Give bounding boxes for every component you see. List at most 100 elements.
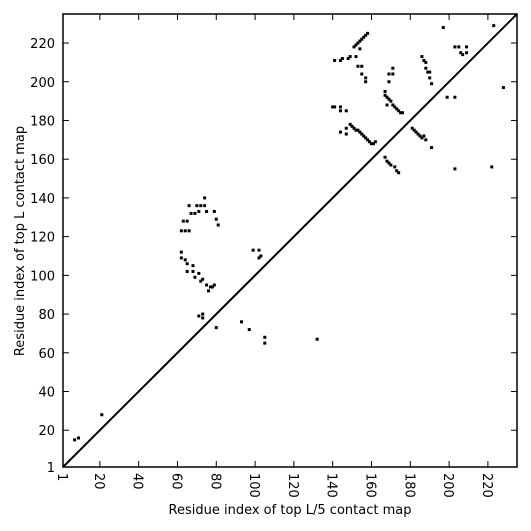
x-tick-label: 100	[246, 473, 261, 498]
contact-point	[193, 211, 197, 215]
contact-point	[344, 109, 348, 113]
contact-point	[364, 76, 368, 80]
y-tick-label: 120	[30, 231, 55, 246]
contact-point	[191, 264, 195, 268]
contact-point	[393, 165, 397, 169]
x-tick-label: 40	[130, 473, 145, 490]
contact-point	[263, 335, 267, 339]
contact-point	[212, 209, 216, 213]
contact-point	[368, 140, 372, 144]
contact-point	[352, 45, 356, 49]
contact-point	[387, 72, 391, 76]
y-tick-label: 160	[30, 153, 55, 168]
contact-point	[383, 89, 387, 93]
y-tick-label: 140	[30, 192, 55, 207]
contact-point	[490, 165, 494, 169]
x-tick-label: 1	[54, 473, 69, 481]
x-tick-label: 120	[285, 473, 300, 498]
contact-point	[430, 82, 434, 86]
contact-point	[201, 277, 205, 281]
contact-point	[412, 128, 416, 132]
contact-point	[360, 64, 364, 68]
contact-point	[418, 134, 422, 138]
contact-point	[340, 57, 344, 61]
contact-point	[424, 66, 428, 70]
y-tick-label: 200	[30, 76, 55, 91]
contact-point	[356, 128, 360, 132]
contact-point	[393, 105, 397, 109]
contact-point	[426, 70, 430, 74]
contact-point	[212, 283, 216, 287]
contact-point	[461, 53, 465, 57]
contact-point	[191, 269, 195, 273]
contact-point	[371, 142, 375, 146]
contact-point	[73, 438, 77, 442]
contact-point	[251, 248, 255, 252]
contact-point	[205, 283, 209, 287]
contact-point	[344, 132, 348, 136]
contact-point	[387, 161, 391, 165]
contact-point	[414, 130, 418, 134]
contact-point	[205, 209, 209, 213]
contact-point	[369, 142, 373, 146]
contact-point	[364, 33, 368, 37]
contact-point	[422, 134, 426, 138]
contact-point	[195, 204, 199, 208]
contact-point	[185, 262, 189, 266]
contact-point	[214, 326, 218, 330]
contact-point	[385, 159, 389, 163]
y-axis-label: Residue index of top L contact map	[13, 126, 28, 356]
x-tick-label: 160	[362, 473, 377, 498]
contact-point	[387, 80, 391, 84]
contact-point	[179, 256, 183, 260]
x-tick-label: 80	[207, 473, 222, 490]
contact-point	[391, 103, 395, 107]
contact-point	[385, 95, 389, 99]
contact-point	[338, 105, 342, 109]
x-tick-label: 140	[324, 473, 339, 498]
contact-point	[208, 285, 212, 289]
contact-point	[453, 45, 457, 49]
x-axis-label: Residue index of top L/5 contact map	[169, 503, 412, 518]
diagonal-line	[62, 13, 518, 468]
contact-point	[187, 229, 191, 233]
contact-point	[348, 122, 352, 126]
contact-point	[385, 103, 389, 107]
contact-point	[453, 95, 457, 99]
contact-point	[354, 43, 358, 47]
contact-point	[346, 57, 350, 61]
contact-point	[333, 105, 337, 109]
contact-point	[389, 163, 393, 167]
contact-point	[362, 35, 366, 39]
contact-point	[179, 250, 183, 254]
contact-point	[185, 219, 189, 223]
contact-point	[331, 105, 335, 109]
contact-point	[457, 45, 461, 49]
contact-point	[333, 58, 337, 62]
y-tick-label: 20	[38, 424, 55, 439]
contact-point	[492, 24, 496, 28]
contact-point	[416, 132, 420, 136]
contact-point	[210, 285, 214, 289]
y-tick-label: 180	[30, 114, 55, 129]
contact-point	[257, 256, 261, 260]
contact-point	[203, 204, 207, 208]
contact-point	[395, 107, 399, 111]
contact-point	[203, 196, 207, 200]
contact-point	[183, 229, 187, 233]
contact-point	[100, 413, 104, 417]
contact-point	[395, 169, 399, 173]
contact-point	[420, 136, 424, 140]
contact-point	[360, 37, 364, 41]
contact-point	[397, 109, 401, 113]
contact-point	[391, 66, 395, 70]
contact-point	[366, 138, 370, 142]
contact-point	[387, 97, 391, 101]
contact-point	[239, 320, 243, 324]
x-tick-label: 60	[168, 473, 183, 490]
contact-point	[197, 314, 201, 318]
plot-frame	[62, 13, 518, 468]
contact-point	[424, 60, 428, 64]
contact-point	[344, 126, 348, 130]
contact-point	[263, 341, 267, 345]
